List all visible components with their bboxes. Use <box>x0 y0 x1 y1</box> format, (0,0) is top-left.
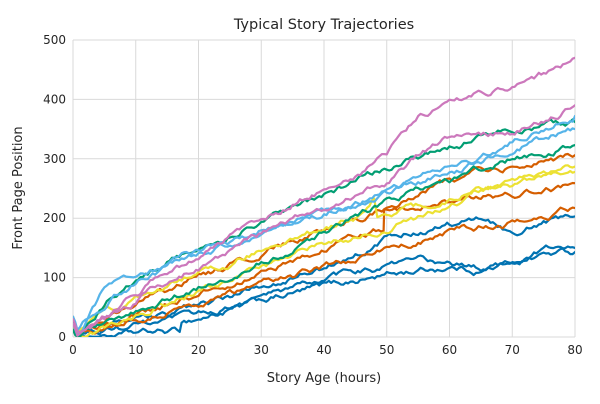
series-line-story-11 <box>73 213 575 336</box>
series-line-story-12 <box>73 244 575 336</box>
x-tick-label: 0 <box>69 343 77 357</box>
tick-layer: 0 10 20 30 40 50 60 70 80 0 100 200 300 400 500 <box>43 33 583 357</box>
y-tick-label: 300 <box>43 152 66 166</box>
y-tick-label: 0 <box>58 330 66 344</box>
y-tick-label: 500 <box>43 33 66 47</box>
series-line-story-02 <box>73 114 575 336</box>
series-line-story-00 <box>73 56 575 337</box>
x-tick-label: 10 <box>128 343 143 357</box>
y-tick-label: 400 <box>43 92 66 106</box>
x-tick-label: 40 <box>316 343 331 357</box>
x-tick-label: 70 <box>505 343 520 357</box>
series-line-story-10 <box>73 206 575 335</box>
series-layer <box>73 56 575 337</box>
series-line-story-09 <box>73 181 575 333</box>
series-line-story-06 <box>73 164 575 335</box>
series-line-story-01 <box>73 104 575 333</box>
series-line-story-13 <box>73 247 575 337</box>
chart-title: Typical Story Trajectories <box>233 17 414 33</box>
y-tick-label: 100 <box>43 271 66 285</box>
y-axis-label: Front Page Position <box>11 126 26 249</box>
x-tick-label: 60 <box>442 343 457 357</box>
x-tick-label: 30 <box>254 343 269 357</box>
series-line-story-05 <box>73 144 575 337</box>
x-tick-label: 50 <box>379 343 394 357</box>
x-axis-label: Story Age (hours) <box>267 371 381 386</box>
x-tick-label: 80 <box>567 343 582 357</box>
y-tick-label: 200 <box>43 211 66 225</box>
x-tick-label: 20 <box>191 343 206 357</box>
